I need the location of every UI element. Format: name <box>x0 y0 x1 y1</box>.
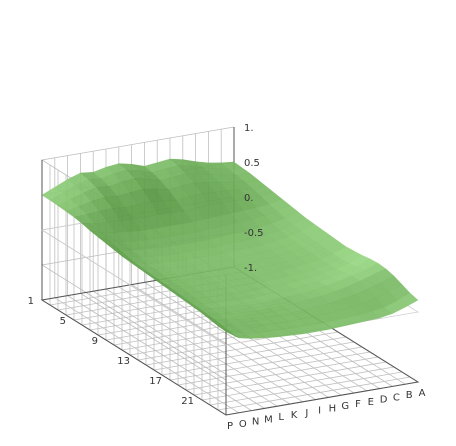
z-tick-label: 0.5 <box>244 158 260 169</box>
x-tick-label: O <box>239 419 247 430</box>
floor-gridline <box>209 371 403 406</box>
floor-gridline <box>54 297 240 414</box>
x-tick-label: P <box>227 421 233 432</box>
x-tick-label: H <box>329 403 337 414</box>
z-tick-label: 1. <box>244 123 254 134</box>
y-tick-label: 5 <box>60 316 66 327</box>
x-tick-label: A <box>419 388 426 399</box>
floor-gridline <box>144 282 329 398</box>
floor-gridline <box>185 356 379 391</box>
y-tick-label: 1 <box>28 296 34 307</box>
floor-gridline <box>105 288 291 405</box>
floor-gridline <box>161 341 355 376</box>
y-tick-label: 9 <box>92 336 98 347</box>
y-tick-label: 13 <box>117 356 130 367</box>
x-tick-label: F <box>355 399 361 410</box>
floor-gridline <box>118 286 304 403</box>
floor-gridline <box>80 293 265 409</box>
y-tick-label: 21 <box>181 396 194 407</box>
z-tick-label: -1. <box>244 263 257 274</box>
floor-gridline <box>169 346 363 381</box>
x-tick-label: L <box>278 412 284 423</box>
x-tick-label: E <box>368 397 374 408</box>
floor-gridline <box>67 295 252 411</box>
y-tick-label: 17 <box>149 376 162 387</box>
x-tick-label: B <box>406 390 413 401</box>
floor-gridline <box>201 366 395 401</box>
floor-gridline <box>153 336 347 371</box>
x-tick-label: N <box>252 417 259 428</box>
x-tick-label: C <box>393 392 400 403</box>
floor-gridline <box>131 284 316 400</box>
x-tick-label: K <box>291 410 298 421</box>
z-tick-label: -0.5 <box>244 228 264 239</box>
floor-gridline <box>193 361 387 396</box>
floor-gridline <box>177 351 371 386</box>
surface <box>41 158 419 339</box>
floor-gridline <box>145 331 339 366</box>
surface-facet <box>396 292 419 308</box>
x-tick-label: I <box>318 406 321 417</box>
floor-gridline <box>92 290 278 407</box>
x-tick-label: D <box>380 395 388 406</box>
x-tick-label: G <box>341 401 349 412</box>
x-tick-label: M <box>264 414 273 425</box>
x-tick-label: J <box>304 408 308 419</box>
floor-gridline <box>217 376 411 411</box>
z-tick-label: 0. <box>244 193 254 204</box>
